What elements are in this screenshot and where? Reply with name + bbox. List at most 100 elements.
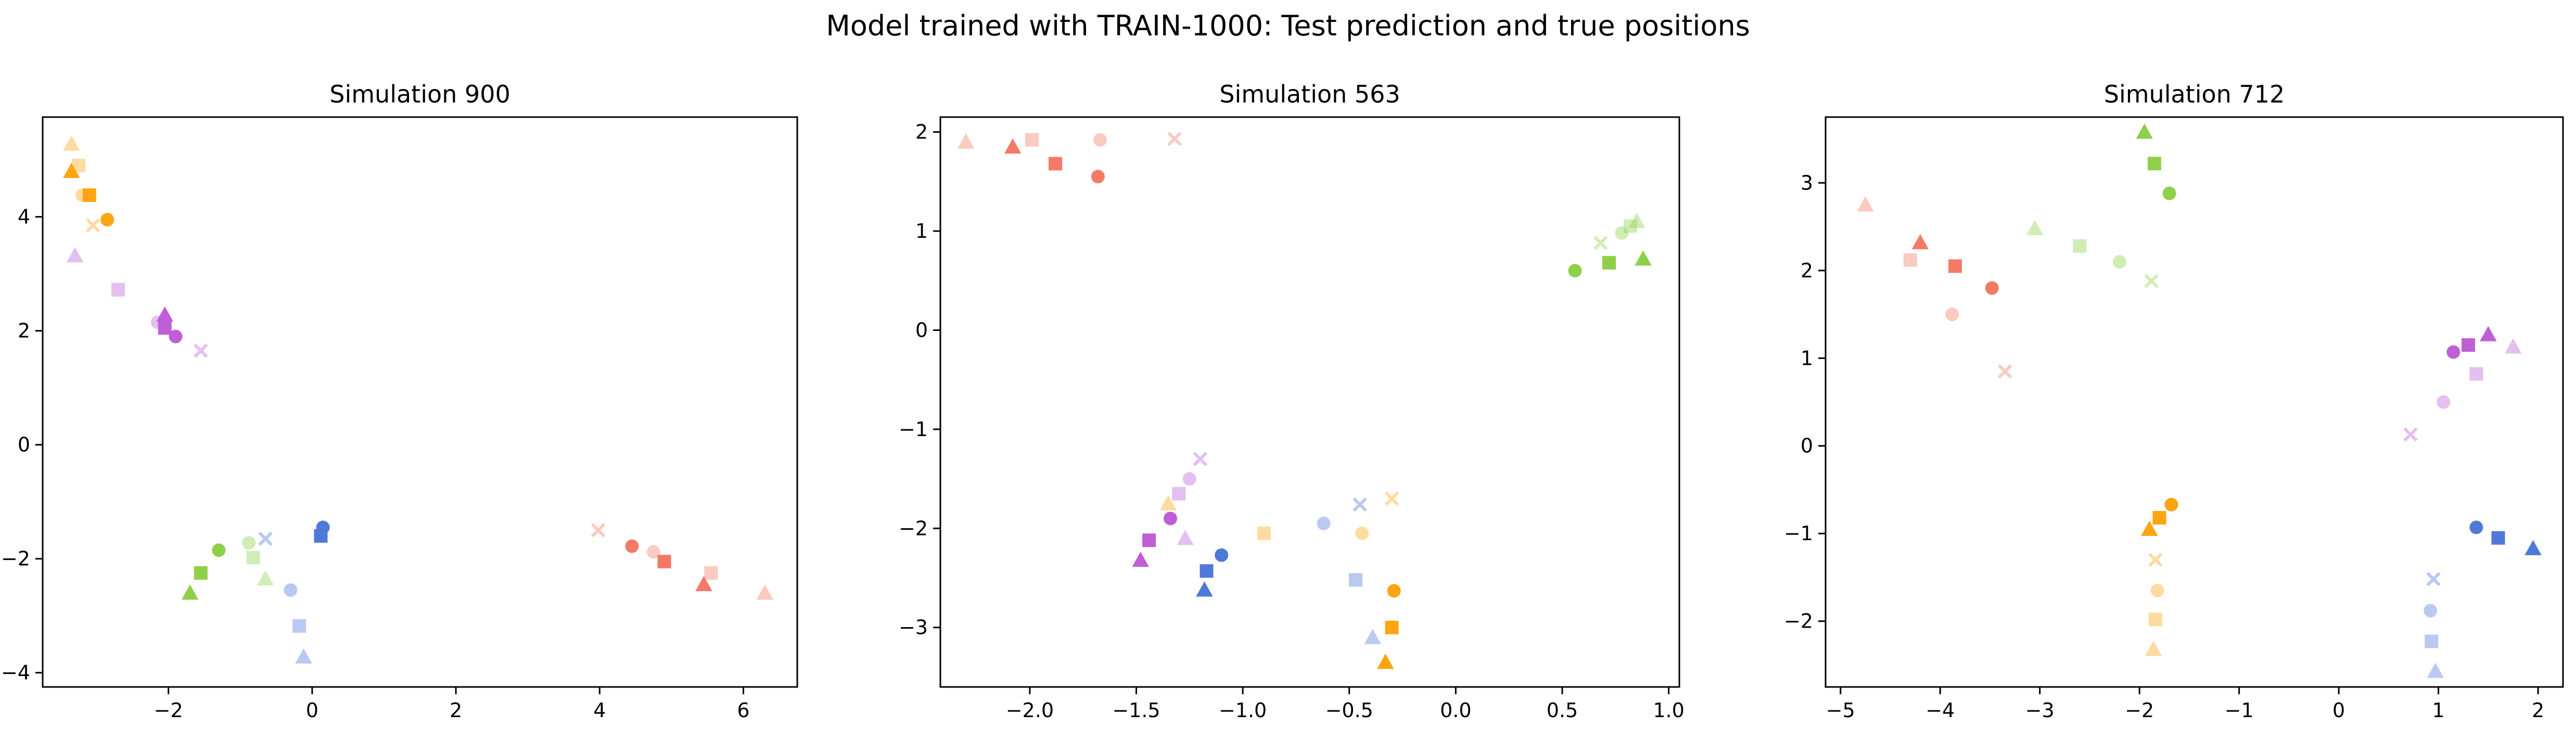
data-point: [1142, 533, 1156, 547]
data-point: [1182, 472, 1196, 486]
data-point: [1355, 526, 1369, 540]
data-point: [1384, 491, 1399, 506]
data-point: [1364, 629, 1381, 644]
data-point: [2112, 254, 2126, 269]
data-point: [314, 529, 328, 543]
data-point: [2148, 552, 2163, 567]
panel-title: Simulation 712: [2104, 80, 2285, 108]
data-point: [1568, 264, 1582, 278]
x-tick-label: −2: [154, 699, 183, 722]
data-point: [2073, 239, 2087, 253]
data-point: [2427, 662, 2444, 678]
x-tick-label: −2: [2125, 699, 2154, 722]
data-point: [1635, 250, 1652, 266]
data-point: [2505, 338, 2522, 354]
data-point: [1317, 516, 1331, 530]
data-point: [194, 566, 208, 580]
y-tick-label: −1: [899, 418, 928, 441]
data-point: [292, 619, 306, 633]
data-point: [591, 523, 606, 538]
data-point: [2141, 520, 2158, 536]
data-point: [2424, 604, 2438, 618]
data-point: [85, 218, 100, 233]
data-point: [2462, 338, 2476, 352]
panel-title: Simulation 563: [1219, 80, 1400, 108]
data-point: [82, 188, 96, 202]
y-tick-label: −2: [899, 517, 928, 540]
y-tick-label: −2: [1, 547, 30, 570]
data-point: [1903, 253, 1917, 267]
data-point: [1623, 219, 1637, 233]
x-tick-label: −1: [2225, 699, 2254, 722]
x-tick-label: −1.5: [1112, 699, 1160, 722]
plot-frame: [1825, 116, 2564, 688]
data-point: [156, 306, 174, 322]
data-point: [625, 539, 639, 553]
x-tick-label: 6: [737, 699, 749, 722]
data-point: [1163, 512, 1177, 526]
data-point: [2491, 531, 2505, 545]
x-tick-label: 4: [593, 699, 606, 722]
data-point: [957, 133, 975, 149]
x-tick-label: 0.5: [1547, 699, 1578, 722]
data-point: [1945, 308, 1959, 322]
data-point: [2145, 641, 2162, 656]
data-point: [1615, 226, 1629, 240]
data-point: [181, 584, 199, 600]
data-point: [2426, 571, 2441, 587]
data-point: [193, 343, 208, 358]
data-point: [1091, 170, 1105, 184]
data-point: [1387, 584, 1401, 598]
y-tick-label: 2: [18, 320, 30, 342]
y-tick-label: −4: [1, 661, 30, 684]
data-point: [2144, 274, 2159, 288]
y-tick-label: 2: [915, 121, 928, 144]
data-point: [1353, 497, 1367, 512]
data-point: [1172, 487, 1186, 501]
data-point: [257, 570, 274, 585]
x-tick-label: −4: [1925, 699, 1955, 722]
data-point: [62, 135, 80, 151]
data-point: [2136, 123, 2153, 139]
data-point: [258, 531, 273, 546]
y-tick-label: 1: [1801, 347, 1813, 369]
data-point: [695, 576, 712, 591]
data-point: [2147, 157, 2161, 171]
data-point: [100, 213, 114, 227]
data-point: [1997, 364, 2012, 379]
data-point: [1025, 133, 1039, 147]
x-tick-label: 2: [450, 699, 462, 722]
data-point: [1200, 564, 1214, 578]
data-point: [1857, 196, 1874, 212]
y-tick-label: −3: [899, 616, 928, 639]
x-tick-label: 0: [306, 699, 318, 722]
data-point: [2446, 345, 2460, 359]
y-tick-label: −1: [1784, 522, 1813, 545]
y-tick-label: 3: [1801, 171, 1813, 194]
data-point: [2425, 634, 2439, 648]
data-point: [111, 283, 125, 297]
y-tick-label: −2: [1784, 610, 1813, 633]
data-point: [169, 329, 183, 343]
x-tick-label: 0: [2332, 699, 2345, 722]
data-point: [756, 584, 774, 600]
data-point: [1911, 234, 1929, 249]
data-point: [646, 545, 660, 559]
data-point: [1167, 132, 1182, 146]
data-point: [1985, 281, 1999, 295]
data-point: [1593, 236, 1608, 250]
data-point: [62, 162, 80, 179]
data-point: [1132, 551, 1149, 567]
data-point: [1048, 157, 1062, 171]
data-point: [2469, 520, 2483, 534]
data-point: [2164, 498, 2178, 512]
data-point: [246, 551, 260, 565]
figure-title: Model trained with TRAIN-1000: Test pred…: [826, 9, 1750, 42]
x-tick-label: −5: [1826, 699, 1855, 722]
data-point: [2524, 540, 2542, 555]
data-point: [1196, 581, 1213, 597]
data-point: [2162, 186, 2176, 200]
